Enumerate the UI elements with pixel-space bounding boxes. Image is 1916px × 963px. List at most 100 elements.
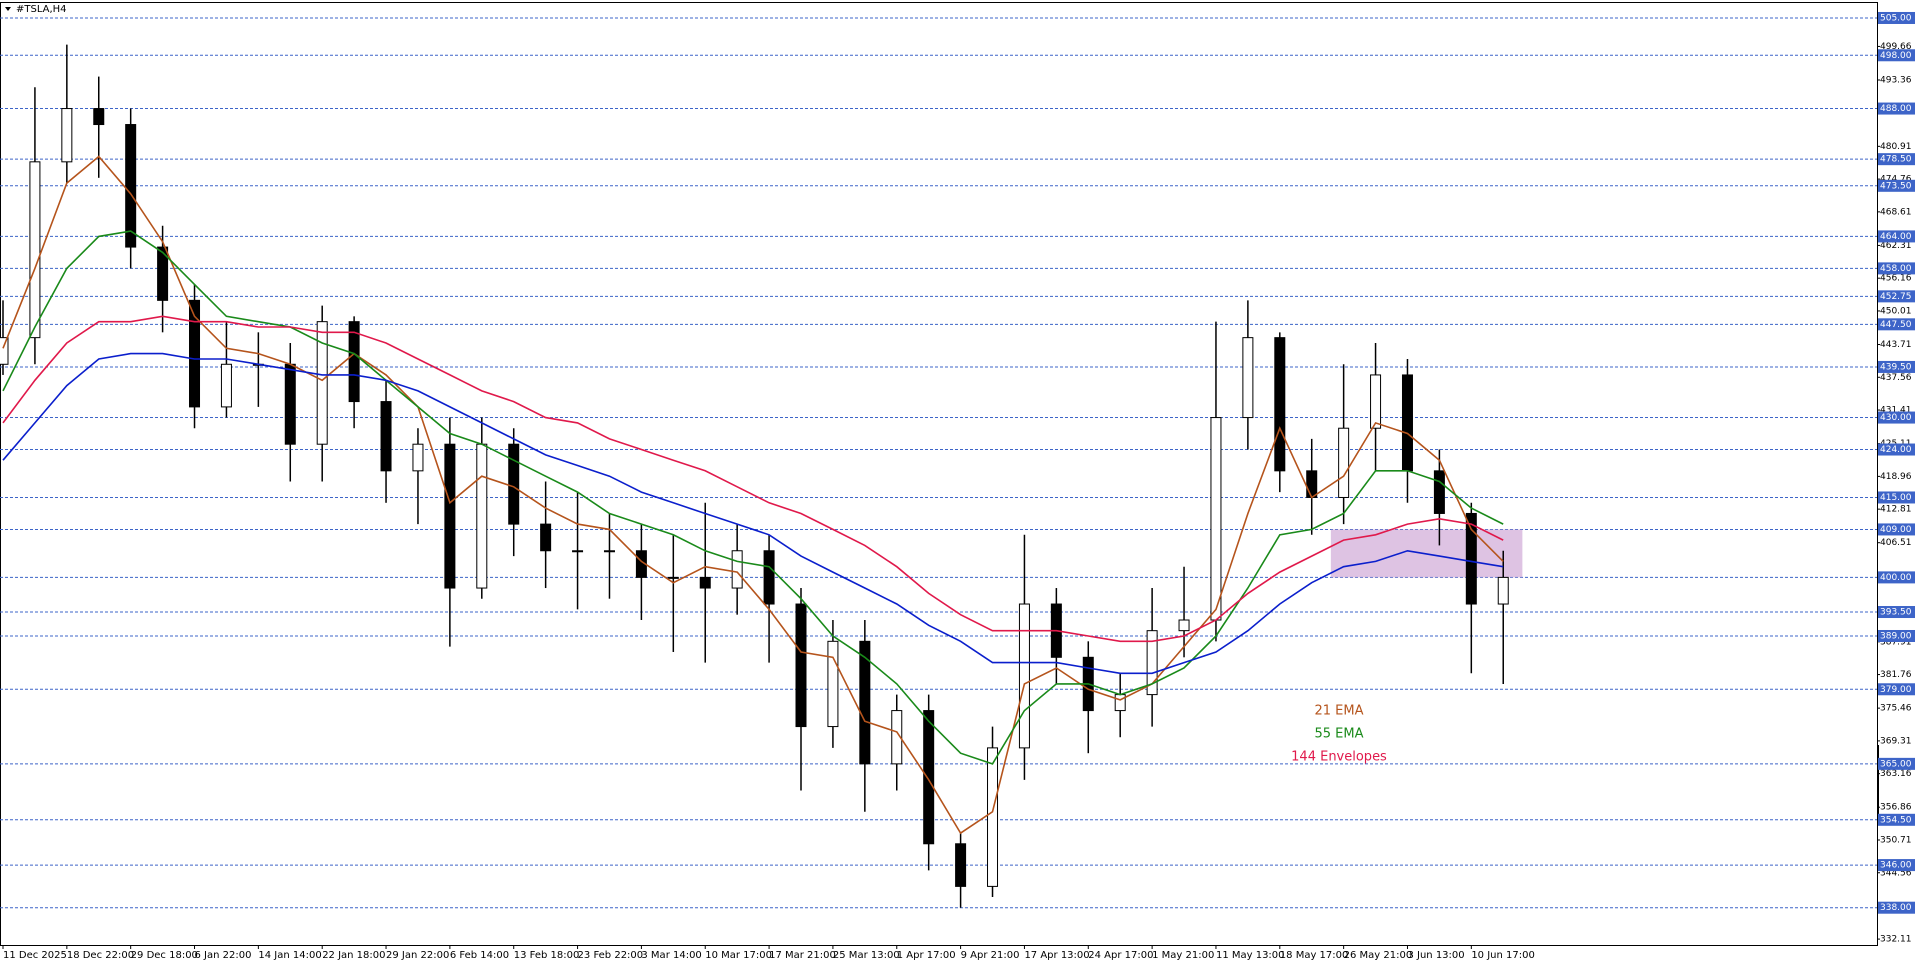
level-label: 478.50 [1880,155,1912,165]
candle-body [220,363,232,408]
level-label-bg [1878,262,1915,275]
legend-entry: 144 Envelopes [1291,750,1387,765]
y-tick-label: 474.76 [1880,175,1912,185]
level-label-bg [1878,318,1915,331]
x-tick-label: 1 Apr 17:00 [897,950,956,961]
level-label: 338.00 [1880,903,1912,913]
candle-body [763,550,775,605]
candle-body [1210,417,1222,621]
y-tick-label: 480.91 [1880,142,1912,152]
y-tick-label: 387.91 [1880,637,1912,647]
candle-body [1242,337,1254,419]
candle-body [61,108,73,163]
y-tick-label: 431.41 [1880,406,1912,416]
y-tick-label: 493.36 [1880,75,1912,85]
candle-body [987,747,999,887]
level-label: 393.50 [1880,608,1912,618]
x-tick-label: 14 Jan 14:00 [258,950,321,961]
candle-body [923,710,935,845]
x-tick-label: 29 Jan 22:00 [386,950,449,961]
x-tick-label: 26 May 21:00 [1344,950,1413,961]
candle-body [572,550,584,553]
x-tick-label: 3 Jun 13:00 [1407,950,1464,961]
chart-title: #TSLA,H4 [16,4,67,15]
level-label: 400.00 [1880,573,1912,583]
candle-body [476,443,488,589]
candle-body [731,550,743,589]
level-label: 424.00 [1880,445,1912,455]
candle-body [667,576,679,579]
candle-body [1018,603,1030,749]
x-tick-label: 29 Dec 18:00 [131,950,198,961]
y-tick-label: 369.31 [1880,736,1912,746]
level-label-bg [1878,153,1915,166]
level-label: 452.75 [1880,292,1912,302]
candle-body [157,246,169,301]
candle-body [827,640,839,728]
level-label-bg [1878,411,1915,424]
y-tick-label: 344.56 [1880,868,1912,878]
legend-entry: 21 EMA [1315,704,1364,719]
y-tick-label: 418.96 [1880,472,1912,482]
y-tick-label: 332.11 [1880,935,1912,945]
level-label-bg [1878,683,1915,696]
candle-body [316,321,328,445]
candle-body [29,161,41,339]
x-tick-label: 6 Jan 22:00 [195,950,252,961]
y-tick-label: 462.31 [1880,241,1912,251]
y-tick-label: 375.46 [1880,704,1912,714]
candle-body [955,843,967,887]
candle-body [508,443,520,525]
menu-arrow[interactable] [5,7,11,11]
candle-body [1497,576,1509,605]
level-label-bg [1878,523,1915,536]
candle-body [348,321,360,403]
level-label-bg [1878,606,1915,619]
y-tick-label: 450.01 [1880,306,1912,316]
candle-body [1465,512,1477,605]
y-tick-label: 363.16 [1880,769,1912,779]
level-label-bg [1878,629,1915,642]
x-tick-label: 1 May 21:00 [1152,950,1214,961]
y-tick-label: 412.81 [1880,505,1912,515]
level-label: 409.00 [1880,525,1912,535]
candle-body [189,299,201,408]
y-tick-label: 499.66 [1880,42,1912,52]
candle-body [1370,374,1382,429]
y-tick-label: 350.71 [1880,835,1912,845]
level-label-bg [1878,491,1915,504]
level-label: 505.00 [1880,13,1912,23]
candle-body [859,640,871,765]
level-label-bg [1878,813,1915,826]
x-tick-label: 6 Feb 14:00 [450,950,509,961]
candle-body [540,523,552,552]
level-label-bg [1878,571,1915,584]
candle-body [1274,337,1286,472]
level-label: 458.00 [1880,264,1912,274]
candle-body [412,443,424,472]
x-tick-label: 18 May 17:00 [1280,950,1349,961]
candle-body [0,337,9,365]
x-tick-label: 10 Mar 17:00 [705,950,772,961]
level-label-bg [1878,230,1915,243]
y-tick-label: 356.86 [1880,803,1912,813]
y-tick-label: 437.56 [1880,373,1912,383]
indicator-line [2,315,1504,643]
candle-body [284,363,296,445]
level-label: 346.00 [1880,861,1912,871]
y-tick-label: 468.61 [1880,207,1912,217]
candle-body [1433,470,1445,514]
candle-body [1401,374,1413,472]
price-marker [1877,745,1879,815]
candle-body [1178,619,1190,632]
level-label-bg [1878,443,1915,456]
level-label: 389.00 [1880,631,1912,641]
x-tick-label: 11 Dec 2025 [3,950,67,961]
level-label: 365.00 [1880,759,1912,769]
x-tick-label: 24 Apr 17:00 [1088,950,1153,961]
candle-body [380,401,392,472]
level-label: 415.00 [1880,493,1912,503]
level-label: 354.50 [1880,815,1912,825]
